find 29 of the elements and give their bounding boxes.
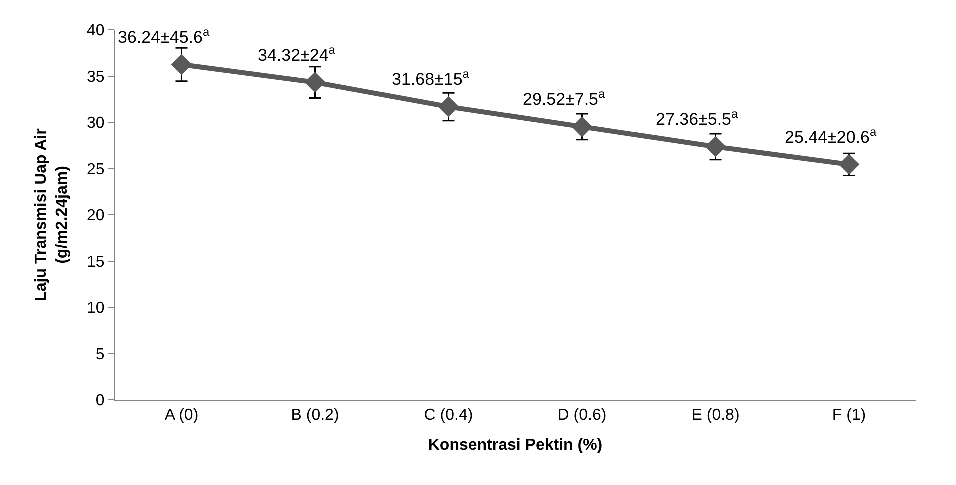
point	[838, 154, 860, 176]
x-tick-label: F (1)	[832, 407, 866, 424]
point	[171, 54, 192, 76]
data-label: 31.68±15$^{a}$	[392, 67, 470, 90]
x-tick-label: D (0.6)	[558, 407, 607, 424]
point	[304, 72, 326, 93]
y-tick-label: 40	[87, 22, 105, 40]
x-tick-label: E (0.8)	[692, 407, 740, 424]
point	[705, 136, 726, 158]
y-tick-label: 30	[87, 115, 105, 132]
y-tick-label: 10	[87, 300, 105, 318]
data-label: 27.36±5.5$^{a}$	[656, 107, 739, 130]
y-tick-label: 5	[96, 346, 105, 364]
x-tick-label: C (0.4)	[424, 407, 474, 424]
x-axis-title: Konsentrasi Pektin (%)	[428, 436, 603, 454]
y-tick-label: 15	[87, 254, 105, 271]
data-label: 25.44±20.6$^{a}$	[785, 125, 877, 148]
x-tick-label: B (0.2)	[291, 407, 340, 424]
point	[438, 96, 460, 118]
point	[572, 116, 593, 138]
y-axis-title: Laju Transmisi Uap Air (g/m2.24jam)	[33, 128, 71, 302]
data-label: 34.32±24$^{a}$	[258, 43, 336, 66]
y-tick-label: 25	[87, 161, 105, 178]
data-label: 29.52±7.5$^{a}$	[523, 87, 606, 110]
x-tick-label: A (0)	[164, 407, 199, 424]
data-label: 36.24±45.6$^{a}$	[118, 25, 210, 48]
y-tick-label: 35	[87, 68, 105, 86]
y-tick-label: 0	[96, 392, 105, 410]
y-tick-label: 20	[87, 208, 105, 225]
